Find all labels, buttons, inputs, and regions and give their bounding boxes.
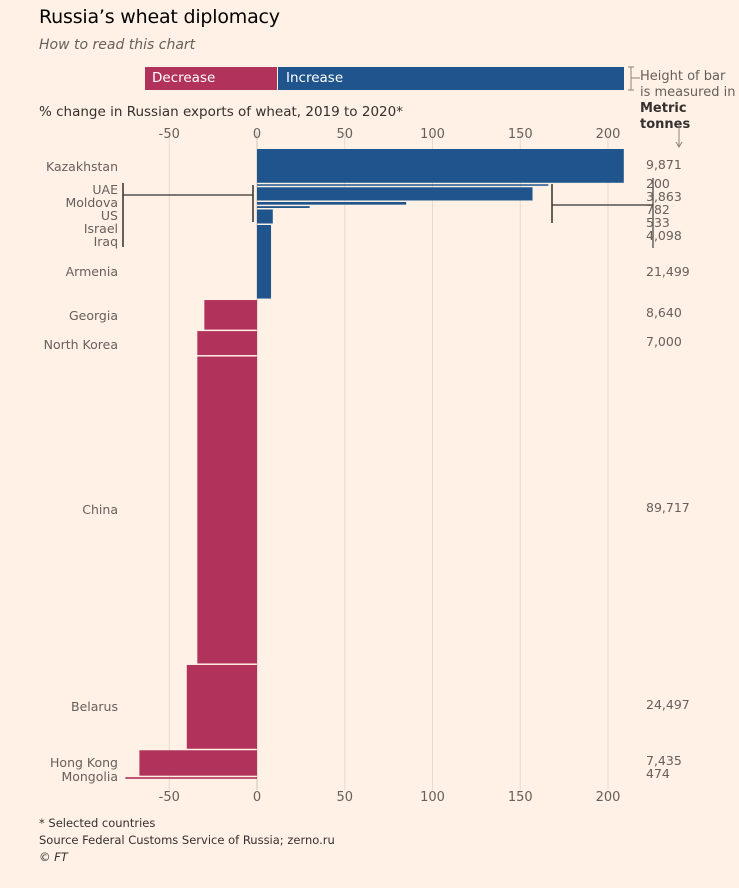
tonnes-label-north-korea: 7,000 [646,334,682,349]
bar-iraq [257,209,273,224]
x-tick-bottom-0: 0 [252,790,262,805]
bar-china [197,356,257,664]
x-axis-title: % change in Russian exports of wheat, 20… [39,104,403,120]
tonnes-label-china: 89,717 [646,500,690,515]
legend-note-line2: is measured in [640,85,736,100]
country-label-iraq: Iraq [93,234,118,249]
x-tick-top-150: 150 [507,127,533,142]
tonnes-label-uae: 200 [646,176,670,191]
country-label-china: China [82,502,118,517]
bar-armenia [257,224,272,299]
bar-north-korea [197,331,257,356]
country-label-hong-kong: Hong Kong [50,755,118,770]
tonnes-label-kazakhstan: 9,871 [646,157,682,172]
x-tick-top-200: 200 [595,127,621,142]
x-tick-bottom-100: 100 [420,790,445,805]
tonnes-label-armenia: 21,499 [646,264,690,279]
tonnes-label-georgia: 8,640 [646,305,682,320]
country-label-mongolia: Mongolia [61,769,118,784]
tonnes-label-belarus: 24,497 [646,697,690,712]
tonnes-label-iraq: 4,098 [646,228,682,243]
height-bracket-icon [628,66,640,91]
country-label-moldova: Moldova [65,195,118,210]
bar-belarus [186,664,257,749]
x-tick-bottom--50: -50 [158,790,180,805]
country-label-armenia: Armenia [65,264,118,279]
country-label-kazakhstan: Kazakhstan [45,159,118,174]
legend-decrease: Decrease [145,67,277,90]
country-label-israel: Israel [83,221,118,236]
bar-moldova [257,187,533,201]
country-label-belarus: Belarus [71,699,118,714]
source-note: Source Federal Customs Service of Russia… [39,833,335,847]
bar-hong-kong [139,750,257,776]
country-label-us: US [100,208,118,223]
x-tick-top--50: -50 [158,127,180,142]
legend-height-note: Height of bar is measured in Metric tonn… [640,69,739,133]
x-tick-top-100: 100 [420,127,445,142]
country-label-uae: UAE [92,182,118,197]
x-tick-bottom-150: 150 [507,790,533,805]
tonnes-label-hong-kong: 7,435 [646,753,682,768]
country-label-north-korea: North Korea [43,337,118,352]
tonnes-label-us: 782 [646,202,670,217]
chart-subtitle: How to read this chart [39,37,196,53]
bar-georgia [204,300,257,330]
bar-mongolia [125,777,257,779]
bar-israel [257,206,310,208]
country-label-georgia: Georgia [68,308,118,323]
tonnes-label-mongolia: 474 [646,766,670,781]
legend-increase: Increase [278,67,624,90]
legend-note-line1: Height of bar [640,69,726,84]
bar-uae [257,184,549,186]
bar-kazakhstan [257,149,624,183]
x-tick-bottom-200: 200 [595,790,621,805]
footnote: * Selected countries [39,816,156,830]
legend-note-line3: Metric tonnes [640,101,691,132]
tonnes-label-israel: 533 [646,215,670,230]
down-arrow-head-icon [675,141,683,148]
bar-us [257,201,407,205]
copyright: © FT [39,850,68,864]
x-tick-top-50: 50 [336,127,354,142]
x-tick-bottom-50: 50 [336,790,354,805]
tonnes-label-moldova: 3,863 [646,189,682,204]
x-tick-top-0: 0 [252,127,262,142]
chart-title: Russia’s wheat diplomacy [39,6,280,28]
